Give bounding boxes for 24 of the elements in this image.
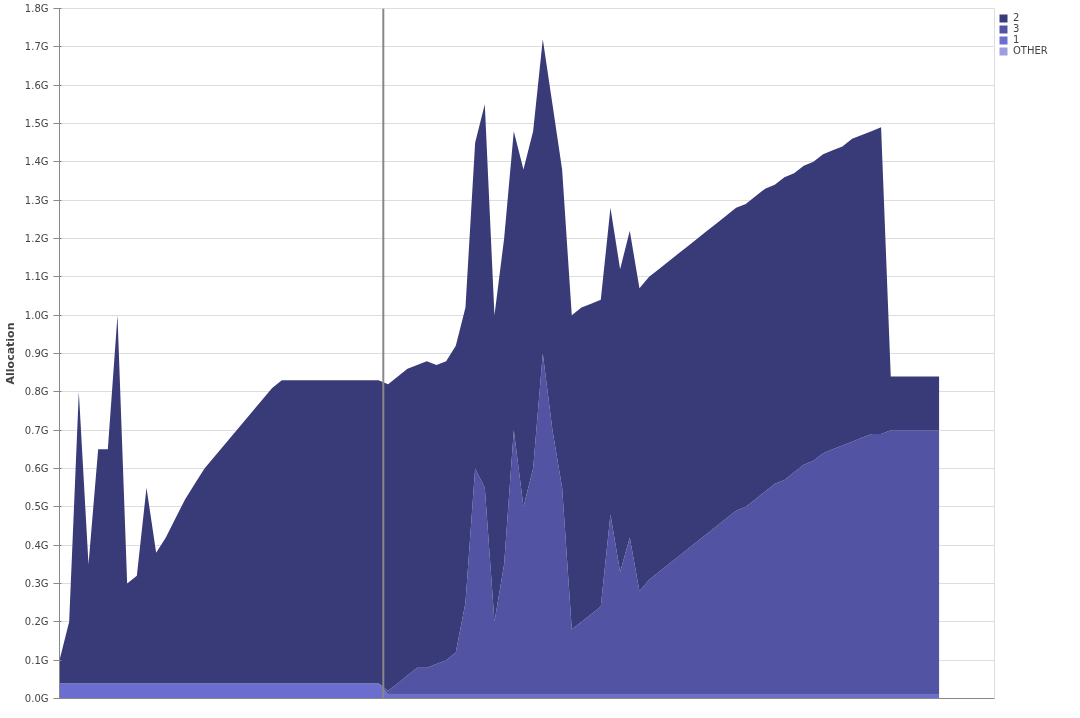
legend-label: 3 xyxy=(1013,23,1021,34)
y-tick-label: 0.4G xyxy=(24,539,49,551)
y-tick-label: 0.1G xyxy=(24,654,49,666)
y-tick-label: 0.5G xyxy=(24,501,49,513)
legend-label: 1 xyxy=(1013,34,1021,45)
y-tick-label: 0.7G xyxy=(24,424,49,436)
y-tick-label: 1.0G xyxy=(24,309,49,321)
y-tick-label: 0.0G xyxy=(24,693,49,704)
y-tick-label: 1.1G xyxy=(24,271,49,283)
y-tick-label: 0.9G xyxy=(24,348,49,359)
y-axis-title: Allocation xyxy=(3,322,17,385)
y-tick-label: 0.3G xyxy=(24,578,49,589)
y-tick-label: 0.6G xyxy=(24,463,49,474)
y-tick-label: 1.6G xyxy=(24,79,49,91)
y-tick-label: 1.7G xyxy=(24,41,49,53)
y-tick-label: 1.2G xyxy=(24,233,49,244)
y-tick-label: 0.2G xyxy=(24,616,49,628)
legend-label: OTHER xyxy=(1013,45,1048,56)
legend-label: 2 xyxy=(1013,12,1021,23)
y-tick-label: 1.5G xyxy=(24,118,49,129)
y-tick-label: 1.3G xyxy=(24,194,49,206)
y-tick-label: 1.8G xyxy=(24,3,49,14)
y-tick-label: 1.4G xyxy=(24,156,49,168)
y-tick-label: 0.8G xyxy=(24,386,49,398)
